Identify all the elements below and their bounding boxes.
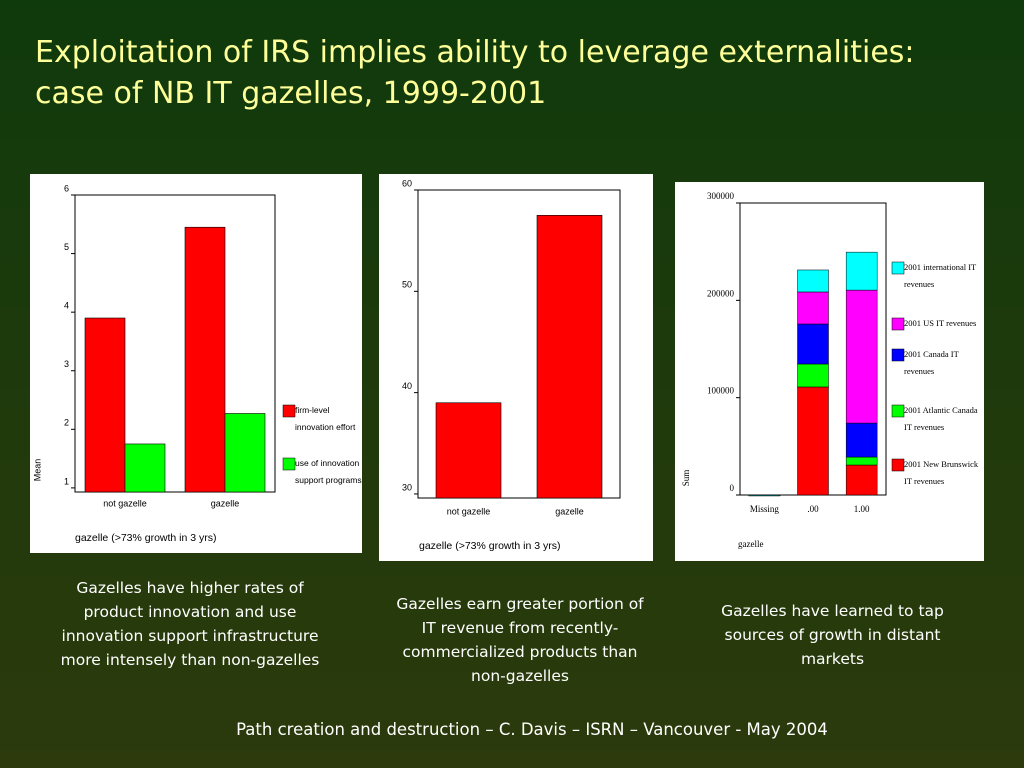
legend-swatch <box>891 348 905 362</box>
y-tick-label: 50 <box>402 280 412 290</box>
slide-title: Exploitation of IRS implies ability to l… <box>35 35 915 111</box>
chart: 0 100000 200000 300000 Missing .00 1.00 gazelle… <box>681 191 979 549</box>
x-tick-label: 1.00 <box>854 504 870 514</box>
caption: Gazelles earn greater portion of IT reve… <box>396 595 644 685</box>
bar-segment <box>797 269 829 293</box>
legend-item: 2001 US IT revenues <box>904 318 977 328</box>
bar-segment <box>797 291 829 325</box>
legend-item: 2001 Atlantic Canada IT revenues <box>904 405 978 432</box>
bar-segment <box>845 251 878 291</box>
y-axis-label: Sum <box>681 470 691 487</box>
y-tick-label: 30 <box>402 482 412 492</box>
chart: 1 2 3 4 5 6 not gazelle gazelle gazelle (>73% gr… <box>32 183 362 544</box>
x-tick-label: not gazelle <box>103 498 147 508</box>
caption: Gazelles have higher rates of product in… <box>60 579 320 669</box>
y-tick-label: 2 <box>64 418 69 428</box>
y-tick-label: 100000 <box>707 386 735 396</box>
legend-label: 2001 New Brunswick IT revenues <box>904 459 979 486</box>
bar <box>536 215 603 499</box>
y-tick-label: 200000 <box>707 288 735 298</box>
plot-frame <box>417 189 621 499</box>
y-axis-label: Mean <box>32 459 42 482</box>
bar <box>435 402 502 499</box>
legend-label: 2001 US IT revenues <box>904 318 977 328</box>
x-tick-label: Missing <box>750 504 780 514</box>
bar <box>84 317 126 493</box>
bar-segment <box>797 386 829 496</box>
legend-swatch <box>282 404 296 418</box>
legend-label: use of innovation support programs <box>295 458 362 485</box>
x-tick-label: .00 <box>807 504 819 514</box>
bar-segment <box>845 464 878 496</box>
chart-panel: 0 100000 200000 300000 Missing .00 1.00 gazelle… <box>675 182 984 561</box>
bar-segment <box>797 363 829 388</box>
y-tick-label: 4 <box>64 301 69 311</box>
y-tick-label: 1 <box>64 476 69 486</box>
chart: 30 40 50 60 not gazelle gazelle gazelle (>73% … <box>402 178 621 552</box>
bar <box>124 443 166 493</box>
legend-swatch <box>891 261 905 275</box>
y-tick-label: 0 <box>730 483 735 493</box>
y-tick-label: 5 <box>64 242 69 252</box>
bar-segment <box>797 323 829 365</box>
x-tick-label: gazelle <box>211 498 240 508</box>
chart-panel: 30 40 50 60 not gazelle gazelle gazelle (>73% … <box>379 174 653 561</box>
legend-swatch <box>891 317 905 331</box>
y-tick-label: 3 <box>64 359 69 369</box>
y-tick-label: 60 <box>402 178 412 188</box>
x-tick-label: gazelle <box>555 506 584 516</box>
caption: Gazelles have learned to tap sources of … <box>721 602 944 668</box>
footer: Path creation and destruction – C. Davis… <box>236 720 828 739</box>
legend-swatch <box>282 457 296 471</box>
legend-item: firm-level innovation effort <box>295 405 356 432</box>
legend-item: 2001 international IT revenues <box>904 262 977 289</box>
legend-swatch <box>891 404 905 418</box>
bar <box>224 413 266 493</box>
bar-segment <box>845 456 878 466</box>
x-axis-label: gazelle (>73% growth in 3 yrs) <box>75 532 217 544</box>
legend-label: 2001 Atlantic Canada IT revenues <box>904 405 978 432</box>
x-axis-label: gazelle (>73% growth in 3 yrs) <box>419 540 561 552</box>
x-tick-label: not gazelle <box>447 506 491 516</box>
legend-item: 2001 New Brunswick IT revenues <box>904 459 979 486</box>
bar-segment <box>845 422 878 458</box>
chart-panel: 1 2 3 4 5 6 not gazelle gazelle gazelle (>73% gr… <box>30 174 362 553</box>
legend-swatch <box>891 458 905 472</box>
plot-frame <box>74 194 276 493</box>
legend-item: 2001 Canada IT revenues <box>904 349 959 376</box>
x-axis-label: gazelle <box>738 539 763 549</box>
bar-segment <box>845 289 878 424</box>
legend-label: firm-level innovation effort <box>295 405 356 432</box>
y-tick-label: 40 <box>402 381 412 391</box>
legend-item: use of innovation support programs <box>295 458 362 485</box>
y-tick-label: 6 <box>64 183 69 193</box>
y-tick-label: 300000 <box>707 191 735 201</box>
bar <box>184 226 226 493</box>
legend-label: 2001 Canada IT revenues <box>904 349 959 376</box>
legend-label: 2001 international IT revenues <box>904 262 977 289</box>
bar-segment <box>748 494 781 497</box>
